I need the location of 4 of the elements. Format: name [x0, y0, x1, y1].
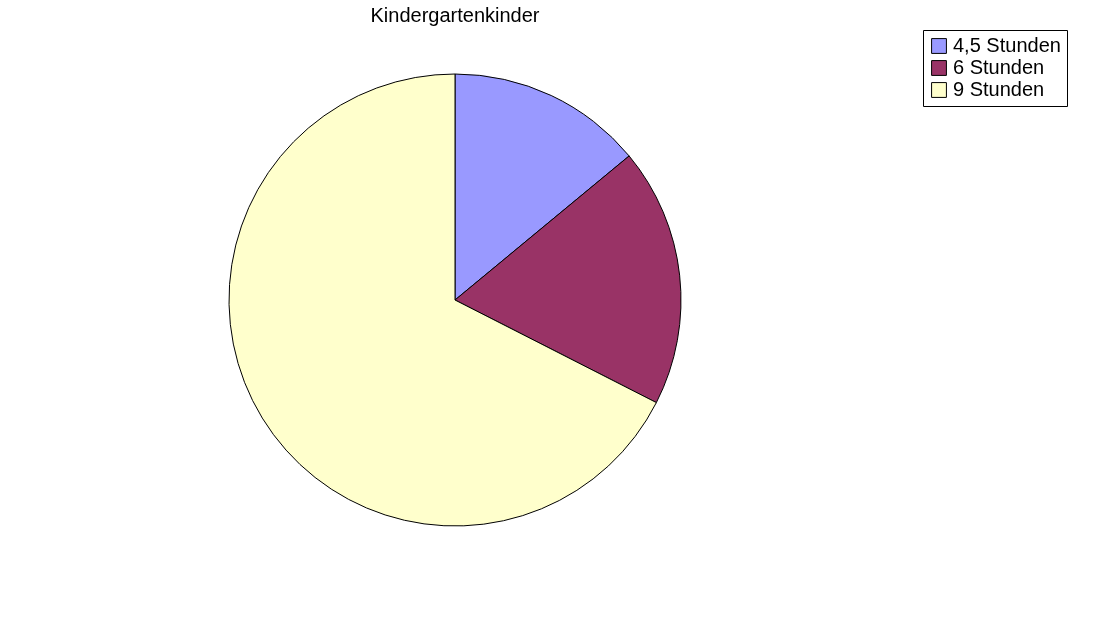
legend-label: 6 Stunden [953, 56, 1045, 78]
chart-title: Kindergartenkinder [370, 3, 540, 26]
legend-label: 4,5 Stunden [953, 34, 1061, 56]
legend-label: 9 Stunden [953, 78, 1045, 100]
